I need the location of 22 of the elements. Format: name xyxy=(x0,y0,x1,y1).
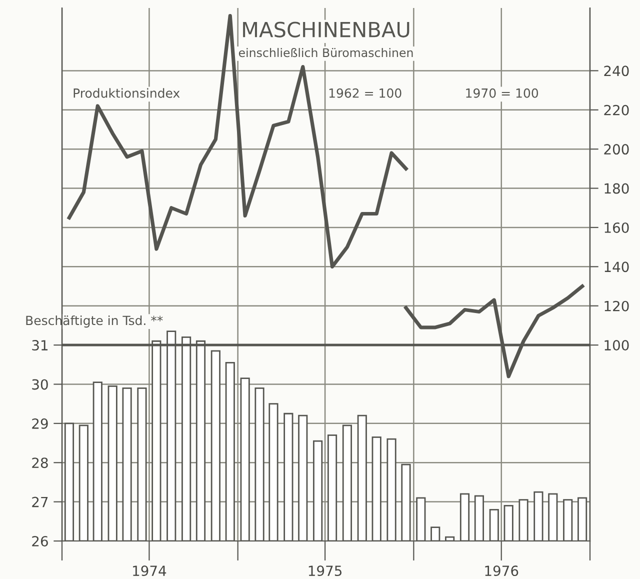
y-tick-label: 26 xyxy=(32,536,48,546)
y2-tick-label: 160 xyxy=(604,222,629,233)
annotation: Produktionsindex xyxy=(74,88,180,98)
annotation: 1970 = 100 xyxy=(466,88,538,98)
y2-tick-label: 100 xyxy=(604,340,629,351)
y2-tick-label: 180 xyxy=(604,183,629,194)
text: einschließlich Büromaschinen xyxy=(238,48,413,58)
y2-tick-label: 220 xyxy=(604,104,629,116)
y2-tick-label: 120 xyxy=(604,300,629,312)
x-tick-label: 1975 xyxy=(308,566,342,576)
y2-tick-label: 240 xyxy=(604,66,629,76)
x-tick-label: 1976 xyxy=(485,566,518,576)
x-tick-label: 1974 xyxy=(133,566,166,576)
y-tick-label: 27 xyxy=(32,496,48,508)
y-tick-label: 29 xyxy=(32,418,48,429)
text: MASCHINENBAU xyxy=(243,22,410,38)
y-tick-label: 28 xyxy=(32,458,48,468)
y2-tick-label: 140 xyxy=(604,262,629,272)
annotation: 1962 = 100 xyxy=(329,88,402,98)
y2-tick-label: 200 xyxy=(604,144,629,155)
y-tick-label: 30 xyxy=(32,379,48,390)
y-tick-label: 31 xyxy=(32,340,48,351)
